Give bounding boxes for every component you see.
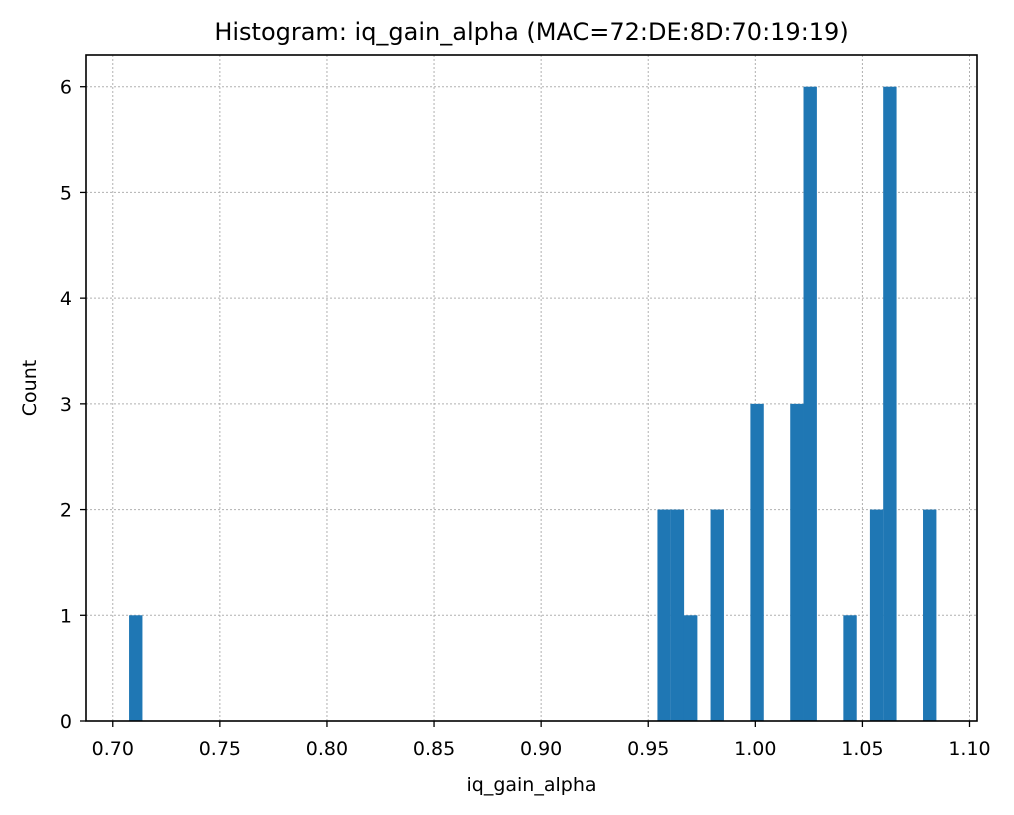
- y-tick-label: 2: [60, 500, 72, 522]
- x-tick-label: 0.75: [199, 738, 241, 760]
- histogram-bar: [710, 509, 724, 721]
- y-tick-label: 4: [60, 288, 72, 310]
- histogram-bar: [803, 86, 817, 721]
- y-tick-label: 3: [60, 394, 72, 416]
- y-tick-label: 6: [60, 77, 72, 99]
- histogram-bar: [750, 403, 764, 721]
- y-tick-label: 1: [60, 605, 72, 627]
- x-tick-label: 1.10: [948, 738, 990, 760]
- histogram-bar: [670, 509, 685, 721]
- histogram-bar: [883, 86, 897, 721]
- histogram-bar: [869, 509, 884, 721]
- y-tick-label: 5: [60, 182, 72, 204]
- x-tick-label: 1.00: [734, 738, 776, 760]
- axis-ticks: 0.70 0.75 0.80 0.85 0.90 0.95 1.00 1.05 1.10 0 1 2 3…: [60, 77, 991, 760]
- histogram-bar: [129, 615, 143, 721]
- x-tick-label: 0.90: [520, 738, 562, 760]
- chart-title: Histogram: iq_gain_alpha (MAC=72:DE:8D:7…: [214, 18, 848, 46]
- axes-frame: [85, 54, 978, 722]
- y-tick-label: 0: [60, 711, 72, 733]
- histogram-bar: [683, 615, 698, 721]
- x-tick-label: 0.85: [413, 738, 455, 760]
- histogram-bar: [843, 615, 857, 721]
- histogram-bar: [790, 403, 804, 721]
- y-axis-label: Count: [19, 360, 41, 416]
- x-tick-label: 0.70: [92, 738, 134, 760]
- x-axis-label: iq_gain_alpha: [466, 774, 596, 796]
- histogram-bars: [129, 86, 937, 721]
- x-tick-label: 0.95: [627, 738, 669, 760]
- histogram-bar: [657, 509, 671, 721]
- x-tick-label: 0.80: [306, 738, 348, 760]
- x-tick-label: 1.05: [841, 738, 883, 760]
- histogram-bar: [923, 509, 937, 721]
